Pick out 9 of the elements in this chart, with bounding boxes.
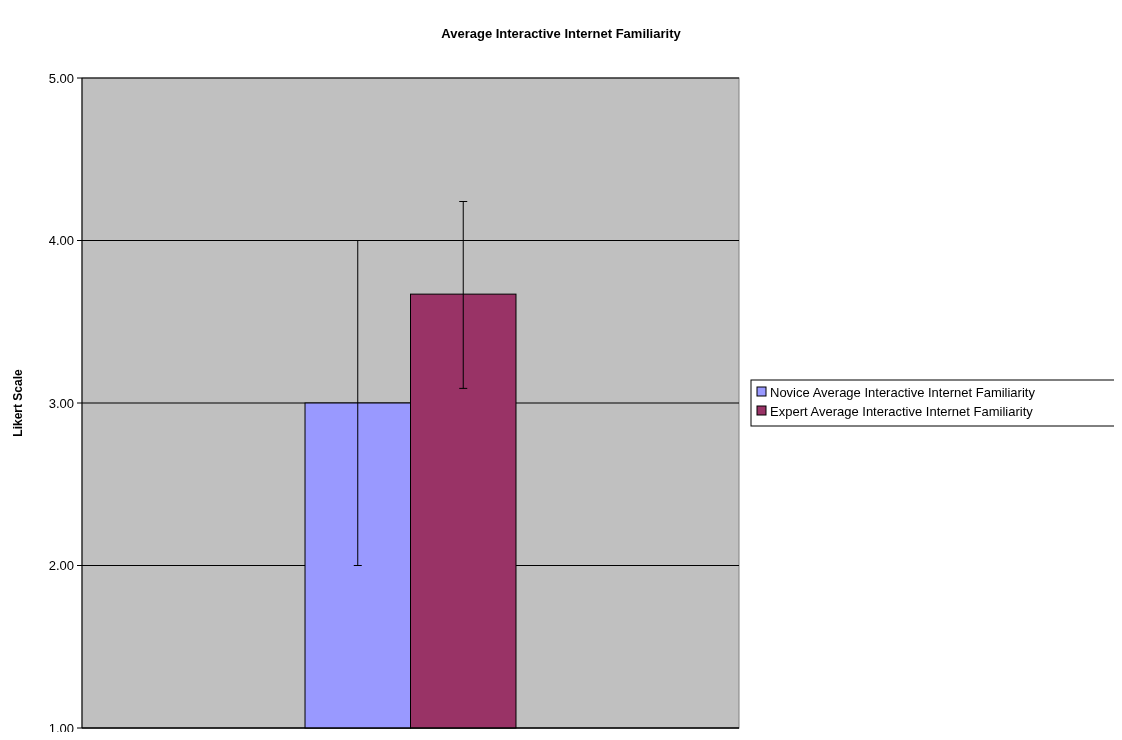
y-axis-title: Likert Scale bbox=[11, 368, 25, 437]
y-tick-label: 4.00 bbox=[48, 233, 74, 249]
y-tick-label: 2.00 bbox=[48, 558, 74, 574]
y-tick-label: 1.00 bbox=[48, 720, 74, 736]
y-tick-label: 3.00 bbox=[48, 395, 74, 411]
legend-label: Novice Average Interactive Internet Familiarity bbox=[770, 384, 1036, 400]
y-tick-label: 5.00 bbox=[48, 70, 74, 86]
legend-label: Expert Average Interactive Internet Familiarity bbox=[770, 403, 1034, 419]
chart-title: Average Interactive Internet Familiarity bbox=[441, 26, 682, 41]
